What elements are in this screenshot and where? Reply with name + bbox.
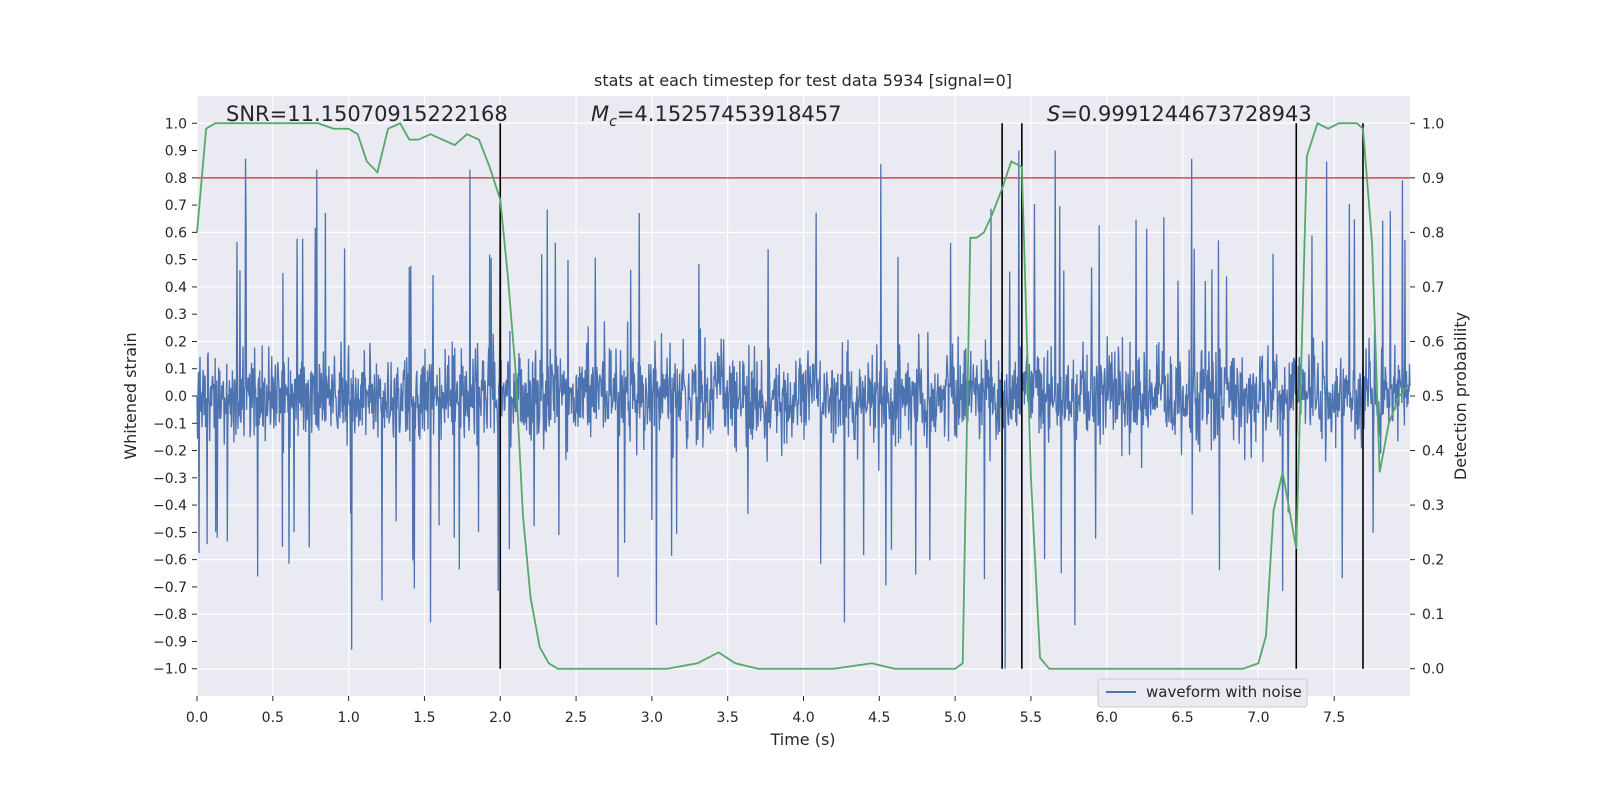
right-y-tick-label: 1.0 [1422,116,1444,132]
x-axis-title: Time (s) [769,730,835,749]
x-axis-ticks: 0.0 0.5 1.0 1.5 2.0 2.5 3.0 3.5 4.0 4.5 5.0 5.5 6.0 6… [186,696,1345,726]
right-y-tick-label: 0.6 [1422,334,1444,350]
snr-annotation: SNR=11.15070915222168 [226,102,508,126]
left-y-tick-label: 0.4 [165,280,187,296]
right-y-axis-title: Detection probability [1451,312,1470,480]
left-y-tick-label: −0.2 [153,444,187,460]
left-y-tick-label: 0.5 [165,253,187,269]
left-y-tick-label: 0.6 [165,225,187,241]
x-tick-label: 5.0 [944,710,966,726]
x-tick-label: 5.5 [1020,710,1042,726]
left-y-tick-label: 0.7 [165,198,187,214]
left-y-tick-label: 0.3 [165,307,187,323]
left-y-tick-label: 0.9 [165,144,187,160]
left-y-axis-ticks: 1.0 0.9 0.8 0.7 0.6 0.5 0.4 0.3 0.2 0.1 0.0 −0.1 −0.… [153,116,197,678]
x-tick-label: 3.0 [641,710,663,726]
left-y-axis-title: Whitened strain [121,332,140,459]
left-y-tick-label: 0.2 [165,334,187,350]
left-y-tick-label: −0.7 [153,580,187,596]
detection-probability-series [196,121,1410,670]
left-y-tick-label: −0.8 [153,607,187,623]
legend: waveform with noise [1097,678,1308,708]
left-y-tick-label: 0.0 [165,389,187,405]
right-y-axis-ticks: 1.0 0.9 0.8 0.7 0.6 0.5 0.4 0.3 0.2 0.1 0.0 [1410,116,1444,678]
left-y-tick-label: 0.1 [165,362,187,378]
right-y-tick-label: 0.0 [1422,662,1444,678]
right-y-tick-label: 0.3 [1422,498,1444,514]
x-tick-label: 1.0 [337,710,359,726]
chart-title: stats at each timestep for test data 593… [594,71,1012,90]
x-tick-label: 6.5 [1171,710,1193,726]
waveform-line [196,150,1411,669]
x-tick-label: 4.5 [868,710,890,726]
right-y-tick-label: 0.9 [1422,171,1444,187]
right-y-tick-label: 0.1 [1422,607,1444,623]
chirp-mass-annotation: Mc=4.15257453918457 [591,102,842,130]
left-y-tick-label: −0.1 [153,416,187,432]
x-tick-label: 2.0 [489,710,511,726]
legend-label: waveform with noise [1146,683,1302,701]
x-tick-label: 7.0 [1247,710,1269,726]
x-tick-label: 6.0 [1096,710,1118,726]
detection-probability-line [196,121,1410,670]
x-tick-label: 0.5 [262,710,284,726]
left-y-tick-label: 0.8 [165,171,187,187]
waveform-series [196,150,1411,669]
x-tick-label: 2.5 [565,710,587,726]
left-y-tick-label: −0.4 [153,498,187,514]
score-annotation: S=0.9991244673728943 [1047,102,1312,126]
right-y-tick-label: 0.5 [1422,389,1444,405]
right-y-tick-label: 0.4 [1422,444,1444,460]
left-y-tick-label: −0.3 [153,471,187,487]
right-y-tick-label: 0.7 [1422,280,1444,296]
left-y-tick-label: −1.0 [153,662,187,678]
x-tick-label: 4.0 [792,710,814,726]
legend-box [1097,678,1308,708]
left-y-tick-label: −0.6 [153,553,187,569]
x-tick-label: 7.5 [1323,710,1345,726]
left-y-tick-label: −0.5 [153,525,187,541]
right-y-tick-label: 0.8 [1422,225,1444,241]
left-y-tick-label: −0.9 [153,634,187,650]
x-tick-label: 1.5 [413,710,435,726]
right-y-tick-label: 0.2 [1422,553,1444,569]
x-tick-label: 3.5 [717,710,739,726]
left-y-tick-label: 1.0 [165,116,187,132]
x-tick-label: 0.0 [186,710,208,726]
vertical-markers [499,123,1364,669]
